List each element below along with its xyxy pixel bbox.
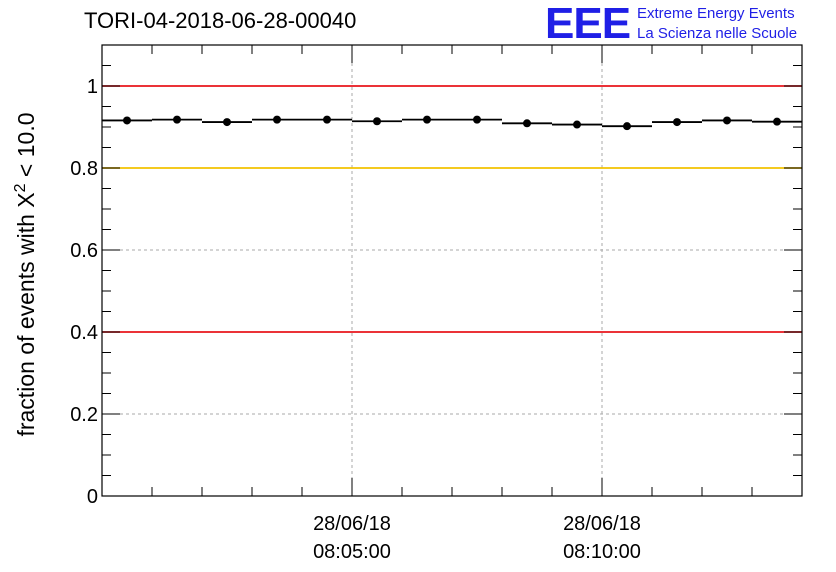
data-point [123,116,131,125]
y-axis-label-symbol: X [13,192,39,207]
y-axis-label-prefix: fraction of events with [13,208,39,437]
plot-frame [101,44,803,497]
x-tick-label-date: 28/06/18 [313,513,391,535]
data-point [723,116,731,125]
x-tick-label-time: 08:10:00 [563,541,641,563]
data-point [223,118,231,127]
data-point [573,120,581,129]
x-tick-label-date: 28/06/18 [563,513,641,535]
logo-line2: La Scienza nelle Scuole [637,25,798,42]
y-tick-label: 0.6 [70,240,98,262]
grid-layer [102,45,802,496]
data-point [523,119,531,128]
data-point [673,118,681,127]
x-tick-label-time: 08:05:00 [313,541,391,563]
y-axis-label-suffix: < 10.0 [13,112,39,183]
logo-line1: Extreme Energy Events [637,5,795,22]
data-point [373,117,381,126]
y-tick-label: 0.2 [70,404,98,426]
tick-layer [102,44,802,497]
y-axis-label-superscript: 2 [12,183,29,192]
data-point [173,115,181,124]
y-tick-label: 0.4 [70,322,98,344]
y-tick-label: 0.8 [70,158,98,180]
y-tick-label: 0 [87,486,98,508]
y-tick-label: 1 [87,76,98,98]
data-point [623,122,631,131]
data-point [773,117,781,126]
reference-lines-layer [102,85,802,333]
data-point [473,115,481,124]
data-point [273,115,281,124]
eee-logo: EEE Extreme Energy Events La Scienza nel… [545,0,825,49]
y-axis-label: fraction of events with X2 < 10.0 [12,112,39,436]
data-point [423,115,431,124]
tick-labels-layer: 0 0.2 0.4 0.6 0.8 1 28/06/18 08:05:00 28/06/18 08… [70,76,641,563]
data-layer [102,115,802,131]
logo-letters: EEE [545,0,631,48]
data-point [323,115,331,124]
chart-title: TORI-04-2018-06-28-00040 [84,8,357,33]
